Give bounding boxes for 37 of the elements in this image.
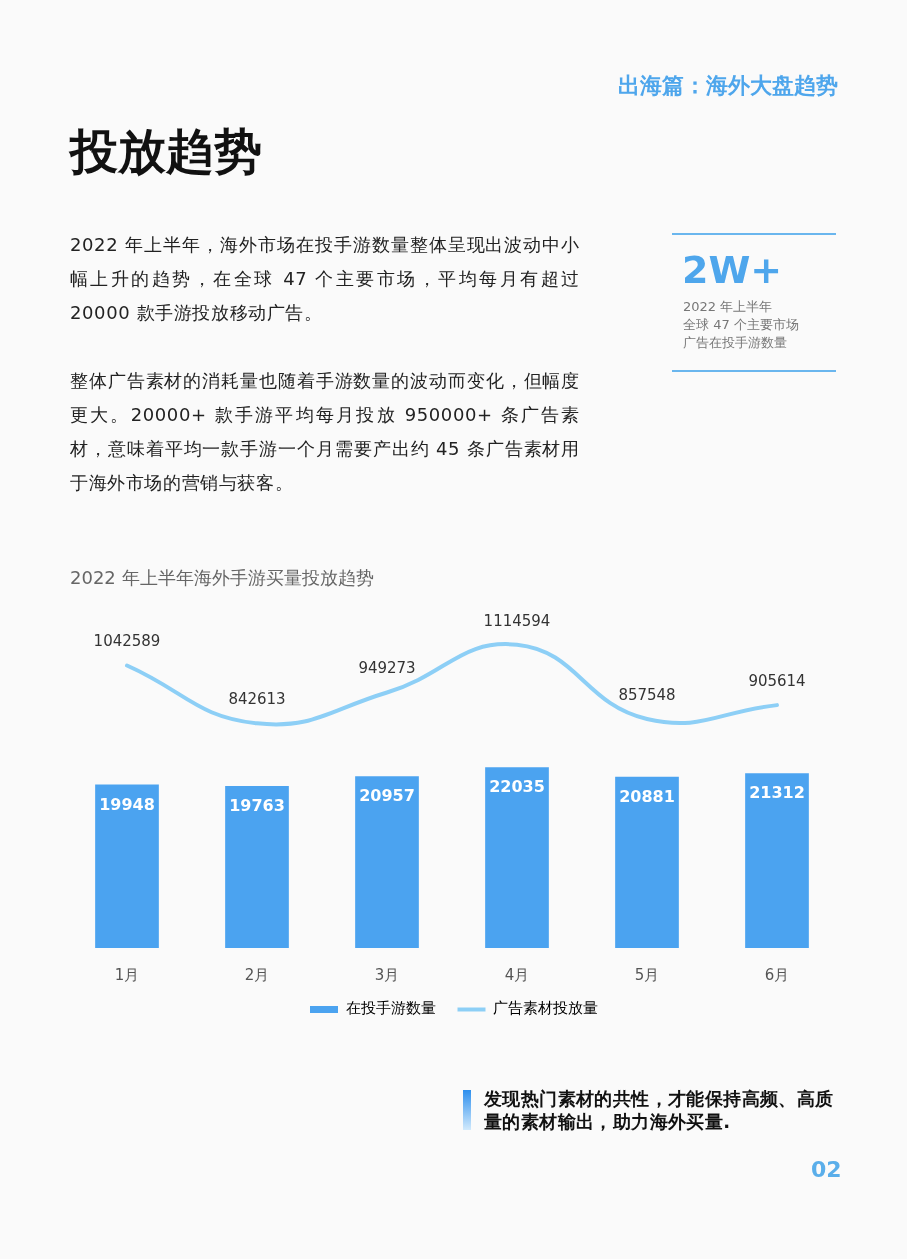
x-tick-label: 6月 (764, 965, 790, 984)
data-label: 857548 (618, 685, 676, 704)
text: 出海篇：海外大盘趋势 (618, 72, 838, 100)
bar (95, 784, 159, 948)
x-tick-label: 4月 (504, 965, 530, 984)
text: 发现热门素材的共性，才能保持高频、高质量的素材输出，助力海外买量. (484, 1087, 835, 1133)
data-label: 949273 (358, 659, 416, 678)
bar (485, 767, 549, 948)
bar (225, 785, 289, 948)
text: 整体广告素材的消耗量也随着手游数量的波动而变化，但幅度更大。20000+ 款手游平均每月投放 950000+ 条广告素材，意味着平均一款手游一个月需要产出约 45 条广告素材用于海外市场的营销与获客。 (70, 369, 580, 495)
legend-label: 在投手游数量 (345, 999, 436, 1018)
data-label: 22035 (489, 777, 545, 797)
x-tick-label: 5月 (634, 965, 660, 984)
text: 广告在投手游数量 (683, 334, 787, 352)
text: 全球 47 个主要市场 (683, 316, 799, 334)
data-label: 842613 (228, 690, 286, 709)
data-label: 20881 (619, 786, 675, 806)
text: 2022 年上半年 (683, 298, 773, 316)
data-label: 19763 (229, 796, 285, 816)
legend-label: 广告素材投放量 (493, 999, 598, 1018)
data-label: 1042589 (93, 632, 161, 651)
chart-title: 2022 年上半年海外手游买量投放趋势 (70, 566, 374, 590)
data-label: 905614 (748, 672, 806, 691)
data-label: 21312 (749, 783, 805, 803)
text: 2W+ (682, 247, 783, 293)
bar (745, 773, 809, 948)
data-label: 1114594 (483, 611, 551, 630)
x-tick-label: 1月 (114, 965, 140, 984)
x-tick-label: 2月 (244, 965, 270, 984)
data-label: 19948 (99, 794, 155, 814)
bar (355, 776, 419, 948)
data-label: 20957 (359, 786, 415, 806)
x-tick-label: 3月 (374, 965, 400, 984)
text: 2022 年上半年，海外市场在投手游数量整体呈现出波动中小幅上升的趋势，在全球 47 个主要市场，平均每月有超过 20000 款手游投放移动广告。 (70, 233, 580, 325)
text: 投放趋势 (70, 122, 262, 181)
bar (615, 776, 679, 948)
text: 02 (811, 1156, 842, 1184)
